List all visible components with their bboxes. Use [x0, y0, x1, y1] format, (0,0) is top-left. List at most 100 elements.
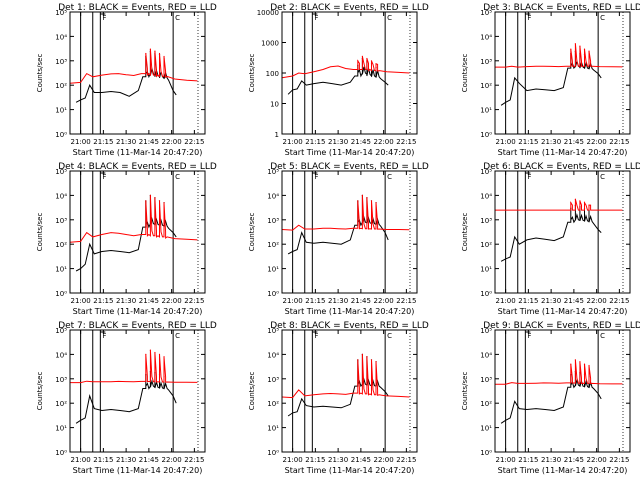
y-tick-label: 10000 — [257, 9, 279, 17]
y-tick-label: 10⁰ — [55, 290, 67, 298]
detector-panel-5: F C 10⁰ 10¹ 10² 10³ 10⁴ 10⁵ 21:00 21:15 21:30 21:45… — [248, 162, 429, 316]
lld-series-line — [281, 354, 410, 399]
y-tick-label: 10⁵ — [480, 9, 492, 17]
peak-point — [370, 200, 373, 202]
x-tick-label: 21:00 — [496, 138, 516, 146]
flag-f-label: F — [527, 173, 531, 181]
flag-c-label: C — [387, 173, 392, 181]
detector-panel-3: F C 10⁰ 10¹ 10² 10³ 10⁴ 10⁵ 21:00 21:15 21:30 21:45… — [461, 3, 640, 157]
detector-panel-8: F C 10⁰ 10¹ 10² 10³ 10⁴ 10⁵ 21:00 21:15 21:30 21:45… — [248, 321, 429, 475]
lld-series-line — [495, 359, 623, 385]
peak-point — [163, 356, 165, 358]
x-axis-label: Start Time (11-Mar-14 20:47:20) — [285, 307, 415, 316]
y-axis-label: Counts/sec — [461, 372, 469, 411]
y-tick-label: 10⁴ — [267, 192, 279, 200]
y-tick-label: 10⁰ — [267, 290, 279, 298]
panel-title: Det 9: BLACK = Events, RED = LLD — [483, 321, 640, 331]
x-tick-label: 21:15 — [93, 456, 113, 464]
x-tick-label: 21:15 — [93, 138, 113, 146]
x-axis-label: Start Time (11-Mar-14 20:47:20) — [285, 466, 415, 475]
x-tick-label: 21:30 — [328, 456, 348, 464]
x-tick-label: 21:00 — [71, 297, 91, 305]
y-tick-label: 10⁵ — [267, 327, 279, 335]
y-axis-label: Counts/sec — [461, 213, 469, 252]
x-tick-label: 21:15 — [518, 138, 538, 146]
y-tick-label: 10⁴ — [480, 351, 492, 359]
peak-point — [154, 50, 156, 52]
peak-point — [145, 200, 147, 202]
y-tick-label: 10⁰ — [267, 449, 279, 457]
peak-point — [145, 353, 147, 355]
y-tick-label: 10¹ — [55, 425, 67, 433]
peak-point — [145, 52, 147, 55]
y-tick-label: 10⁴ — [55, 33, 67, 41]
x-tick-label: 21:15 — [518, 297, 538, 305]
y-tick-label: 10² — [55, 82, 67, 90]
detector-panel-6: F C 10⁰ 10¹ 10² 10³ 10⁴ 10⁵ 21:00 21:15 21:30 21:45… — [461, 162, 640, 316]
detector-panel-4: F C 10⁰ 10¹ 10² 10³ 10⁴ 10⁵ 21:00 21:15 21:30 21:45… — [36, 162, 217, 316]
y-tick-label: 10⁴ — [480, 33, 492, 41]
y-tick-label: 10⁵ — [480, 327, 492, 335]
y-tick-label: 10⁵ — [55, 9, 67, 17]
flag-c-label: C — [175, 14, 180, 22]
y-tick-label: 10¹ — [480, 107, 492, 115]
flag-f-label: F — [102, 332, 106, 340]
x-tick-label: 21:30 — [541, 456, 561, 464]
y-tick-label: 10⁴ — [267, 351, 279, 359]
peak-point — [361, 194, 363, 196]
flag-c-label: C — [175, 173, 180, 181]
y-tick-label: 10 — [270, 101, 279, 109]
peak-point — [375, 202, 377, 204]
y-axis-label: Counts/sec — [248, 54, 256, 93]
y-tick-label: 10² — [267, 400, 279, 408]
x-tick-label: 22:15 — [609, 456, 629, 464]
x-tick-label: 21:00 — [496, 297, 516, 305]
y-axis-label: Counts/sec — [248, 372, 256, 411]
x-tick-label: 22:15 — [396, 138, 416, 146]
x-tick-label: 22:00 — [162, 456, 182, 464]
panel-title: Det 6: BLACK = Events, RED = LLD — [483, 162, 640, 172]
y-tick-label: 10⁴ — [480, 192, 492, 200]
panel-title: Det 1: BLACK = Events, RED = LLD — [58, 3, 217, 13]
y-tick-label: 10³ — [55, 58, 67, 66]
flag-c-label: C — [175, 332, 180, 340]
y-tick-label: 10³ — [480, 217, 492, 225]
y-tick-label: 10³ — [480, 376, 492, 384]
detector-panel-7: F C 10⁰ 10¹ 10² 10³ 10⁴ 10⁵ 21:00 21:15 21:30 21:45… — [36, 321, 217, 475]
x-tick-label: 21:45 — [351, 456, 371, 464]
x-tick-label: 22:15 — [396, 456, 416, 464]
y-tick-label: 10⁰ — [55, 131, 67, 139]
peak-point — [163, 55, 165, 58]
lld-series-line — [69, 49, 198, 84]
peak-point — [361, 353, 363, 355]
x-tick-label: 22:00 — [162, 138, 182, 146]
x-tick-label: 22:00 — [587, 138, 607, 146]
x-tick-label: 22:00 — [162, 297, 182, 305]
peak-point — [375, 63, 377, 65]
x-axis-label: Start Time (11-Mar-14 20:47:20) — [73, 148, 203, 157]
flag-f-label: F — [102, 173, 106, 181]
x-tick-label: 22:15 — [184, 138, 204, 146]
x-axis-label: Start Time (11-Mar-14 20:47:20) — [498, 466, 628, 475]
peak-point — [366, 197, 368, 199]
x-tick-label: 21:15 — [305, 138, 325, 146]
y-tick-label: 10⁰ — [480, 131, 492, 139]
x-tick-label: 21:45 — [139, 138, 159, 146]
peak-point — [154, 197, 156, 199]
lld-series-line — [70, 350, 198, 384]
detector-panel-9: F C 10⁰ 10¹ 10² 10³ 10⁴ 10⁵ 21:00 21:15 21:30 21:45… — [461, 321, 640, 475]
y-tick-label: 1 — [275, 131, 279, 139]
x-tick-label: 21:30 — [116, 456, 136, 464]
y-tick-label: 10⁵ — [267, 168, 279, 176]
y-axis-label: Counts/sec — [36, 54, 44, 93]
peak-point — [570, 48, 572, 50]
y-tick-label: 10⁴ — [55, 192, 67, 200]
peak-point — [357, 60, 359, 62]
y-tick-label: 10⁰ — [55, 449, 67, 457]
y-tick-label: 10⁵ — [55, 168, 67, 176]
x-tick-label: 22:15 — [184, 297, 204, 305]
flag-c-label: C — [600, 332, 605, 340]
lld-series-line — [495, 199, 623, 211]
y-tick-label: 10² — [55, 400, 67, 408]
